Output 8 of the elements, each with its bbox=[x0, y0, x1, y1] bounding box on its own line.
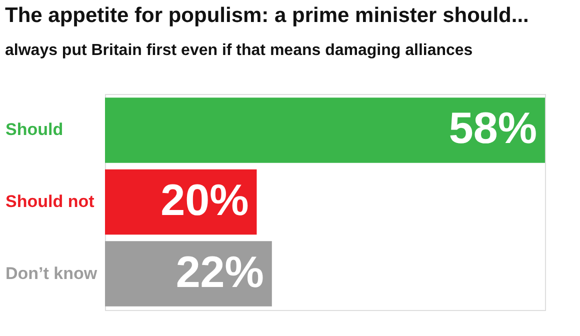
chart-title: The appetite for populism: a prime minister should... bbox=[5, 4, 529, 27]
y-tick-label: Should not bbox=[6, 192, 95, 211]
data-label: 58% bbox=[448, 104, 537, 154]
data-label: 20% bbox=[160, 176, 249, 225]
chart-subtitle: always put Britain first even if that means damaging alliances bbox=[5, 42, 473, 59]
y-tick-label: Should bbox=[6, 120, 64, 140]
data-label: 22% bbox=[176, 248, 264, 297]
y-tick-label: Don’t know bbox=[6, 264, 98, 283]
